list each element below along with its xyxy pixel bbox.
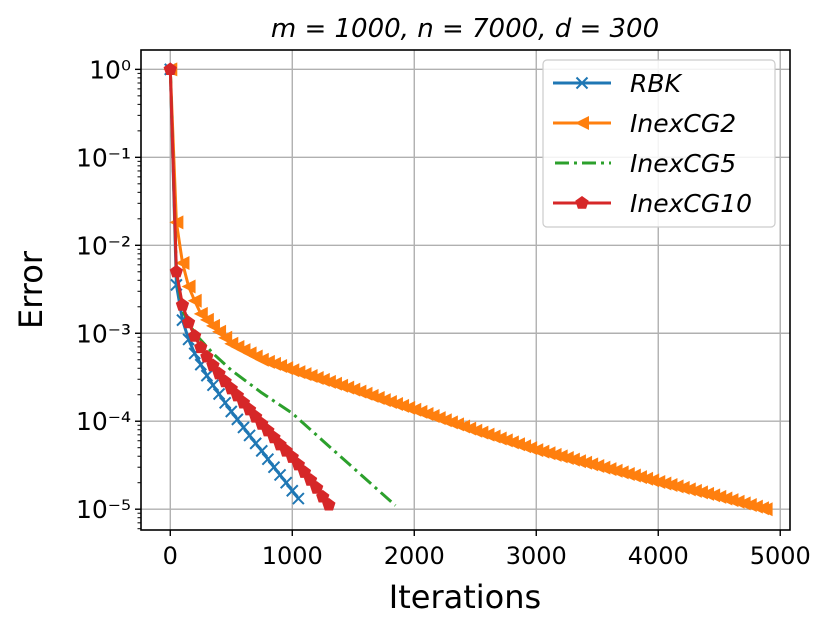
y-tick-label: 10⁻⁵ — [76, 495, 131, 524]
x-marker — [218, 396, 232, 410]
x-marker — [255, 444, 268, 458]
x-axis-label: Iterations — [389, 578, 541, 616]
x-marker-stroke — [212, 387, 226, 401]
x-marker — [212, 387, 226, 401]
x-marker-stroke — [206, 378, 220, 392]
legend-label: InexCG5 — [630, 149, 736, 178]
series-inexcg10 — [163, 62, 336, 511]
x-marker-stroke — [218, 396, 232, 410]
x-marker — [575, 76, 589, 90]
triangle-left-marker — [199, 312, 214, 327]
x-marker — [279, 476, 293, 489]
pentagon-marker — [212, 366, 226, 380]
pentagon-marker — [200, 349, 214, 363]
legend-label: InexCG2 — [630, 109, 736, 138]
legend-box — [542, 59, 776, 228]
triangle-left-marker — [212, 324, 227, 339]
x-marker — [243, 429, 256, 442]
chart-title: m = 1000, n = 7000, d = 300 — [271, 14, 659, 44]
legend-item-inexcg10: InexCG10 — [553, 189, 752, 218]
pentagon-marker — [181, 315, 196, 329]
pentagon-marker — [194, 340, 208, 354]
triangle-left-marker — [181, 279, 196, 294]
x-tick-label: 0 — [163, 542, 178, 570]
series-inexcg2 — [163, 62, 773, 517]
pentagon-marker — [285, 450, 299, 463]
triangle-left-marker — [575, 116, 589, 130]
x-marker-stroke — [249, 437, 262, 450]
x-marker — [249, 437, 262, 450]
series-rbk — [164, 63, 305, 505]
pentagon-marker — [310, 481, 324, 494]
triangle-left-marker — [218, 330, 233, 345]
legend-item-inexcg2: InexCG2 — [553, 109, 736, 138]
x-marker-stroke — [261, 453, 275, 466]
pentagon-marker — [291, 457, 305, 471]
pentagon-marker — [169, 264, 183, 278]
pentagon-marker — [575, 196, 589, 209]
pentagon-marker — [175, 298, 190, 311]
x-marker-stroke — [279, 476, 293, 489]
pentagon-marker — [303, 473, 318, 486]
x-marker — [237, 421, 250, 434]
x-marker-stroke — [200, 369, 214, 382]
triangle-left-marker — [205, 318, 220, 333]
x-marker — [200, 369, 214, 382]
x-marker-stroke — [237, 421, 250, 434]
x-marker — [286, 484, 299, 497]
x-marker — [231, 413, 244, 426]
x-marker — [267, 461, 281, 474]
axes-frame — [140, 49, 791, 531]
x-marker — [292, 492, 305, 505]
x-tick-label: 2000 — [384, 542, 445, 570]
pentagon-marker — [163, 62, 177, 75]
x-marker-stroke — [575, 76, 589, 90]
x-tick-label: 4000 — [628, 542, 689, 570]
x-tick-label: 3000 — [506, 542, 567, 570]
y-tick-label: 10⁰ — [89, 55, 131, 84]
triangle-left-marker — [187, 293, 202, 308]
triangle-left-marker — [193, 306, 208, 321]
x-marker-stroke — [292, 492, 305, 505]
x-marker-stroke — [267, 461, 281, 474]
x-marker-stroke — [273, 468, 287, 482]
x-marker — [206, 378, 220, 392]
pentagon-marker — [316, 489, 330, 503]
x-marker — [261, 453, 275, 466]
x-marker-stroke — [243, 429, 256, 442]
pentagon-marker — [322, 497, 336, 511]
x-marker-stroke — [225, 405, 238, 418]
x-marker — [225, 405, 238, 418]
x-marker-stroke — [231, 413, 244, 426]
ticks: 0 1000 2000 3000 4000 5000 10⁰ 10⁻¹ 10⁻² 10⁻³ 10⁻⁴… — [76, 55, 811, 570]
pentagon-marker — [206, 358, 220, 372]
x-tick-label: 1000 — [262, 542, 323, 570]
legend-label: RBK — [630, 69, 684, 98]
y-tick-label: 10⁻⁴ — [76, 407, 131, 436]
triangle-left-marker — [758, 502, 773, 517]
y-tick-label: 10⁻¹ — [76, 143, 131, 172]
x-marker-stroke — [286, 484, 299, 497]
plot-area — [163, 62, 773, 517]
x-marker — [273, 468, 287, 482]
y-axis-label: Error — [12, 250, 50, 329]
grid — [141, 50, 790, 530]
legend-label: InexCG10 — [630, 189, 752, 218]
triangle-left-marker — [175, 255, 190, 270]
y-tick-label: 10⁻³ — [76, 319, 131, 348]
pentagon-marker — [297, 465, 312, 478]
legend-item-rbk: RBK — [553, 69, 684, 98]
x-marker-stroke — [255, 444, 268, 458]
y-tick-label: 10⁻² — [76, 231, 131, 260]
pentagon-marker — [188, 329, 202, 342]
legend: RBK InexCG2 InexCG5 InexCG10 — [542, 59, 776, 228]
x-tick-label: 5000 — [750, 542, 811, 570]
legend-item-inexcg5: InexCG5 — [555, 149, 736, 178]
